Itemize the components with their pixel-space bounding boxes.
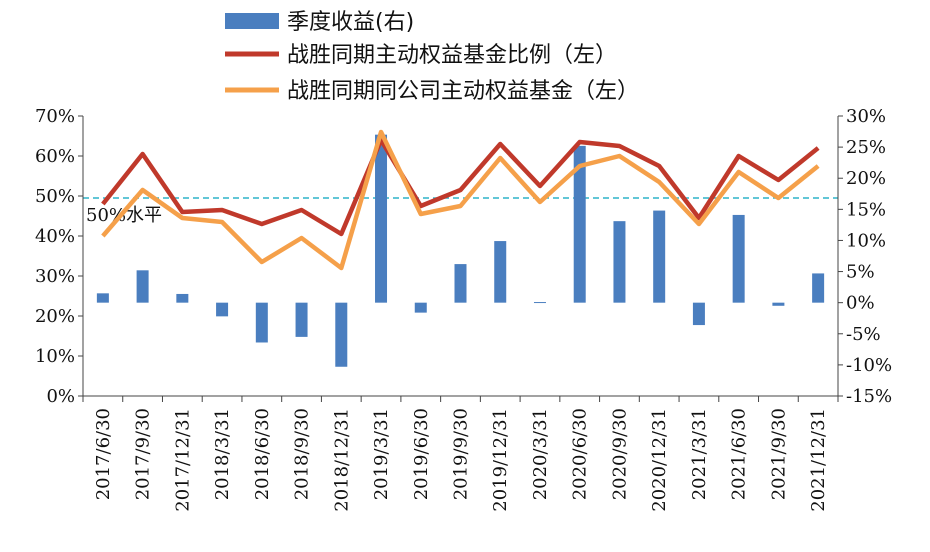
bar-2020/12/31	[653, 210, 666, 303]
left-tick-label: 20%	[35, 306, 75, 327]
bar-2021/6/30	[732, 214, 745, 303]
bar-2017/6/30	[96, 293, 109, 303]
x-tick-label: 2019/9/30	[451, 408, 472, 500]
bar-2018/6/30	[255, 302, 268, 343]
x-tick-label: 2017/9/30	[133, 408, 154, 500]
line-series-beat-all-active-equity	[101, 137, 820, 237]
right-tick-label: -5%	[846, 324, 881, 345]
bar-2019/12/31	[494, 241, 507, 303]
legend-label: 战胜同期主动权益基金比例（左）	[287, 43, 617, 68]
x-tick-label: 2018/9/30	[292, 408, 313, 500]
x-tick-label: 2019/6/30	[411, 408, 432, 500]
axes: 0% 10% 20% 30% 40% 50% 60% 70% -15% -10% -5% 0% 5% 10…	[35, 106, 892, 512]
bar-2017/12/31	[176, 293, 189, 303]
left-tick-label: 0%	[46, 386, 75, 407]
x-tick-label: 2017/12/31	[172, 408, 193, 512]
bar-2021/12/31	[812, 273, 825, 303]
x-tick-label: 2018/3/31	[212, 408, 233, 500]
bar-2020/9/30	[613, 221, 626, 303]
right-tick-label: 5%	[846, 262, 875, 283]
x-tick-label: 2020/3/31	[530, 408, 551, 500]
bar-2021/9/30	[772, 302, 785, 306]
left-tick-label: 70%	[35, 106, 75, 127]
left-tick-label: 10%	[35, 346, 75, 367]
reference-line-label: 50%水平	[86, 205, 162, 226]
bar-2021/3/31	[692, 302, 705, 326]
chart-legend: 季度收益(右) 战胜同期主动权益基金比例（左） 战胜同期同公司主动权益基金（左）	[225, 10, 639, 104]
x-tick-label: 2021/3/31	[689, 408, 710, 500]
bar-2018/3/31	[216, 302, 229, 317]
x-tick-label: 2018/6/30	[252, 408, 273, 500]
right-tick-label: 0%	[846, 293, 875, 314]
x-tick-label: 2020/12/31	[649, 408, 670, 512]
left-tick-label: 50%	[35, 186, 75, 207]
legend-swatch-bar	[225, 13, 279, 29]
bar-2020/3/31	[533, 302, 546, 304]
line-series-beat-same-company	[101, 129, 820, 271]
left-tick-label: 40%	[35, 226, 75, 247]
x-tick-label: 2020/9/30	[609, 408, 630, 500]
right-tick-label: 15%	[846, 199, 886, 220]
left-tick-label: 60%	[35, 146, 75, 167]
bar-2019/6/30	[414, 302, 427, 313]
right-tick-label: 30%	[846, 106, 886, 127]
left-tick-label: 30%	[35, 266, 75, 287]
x-tick-label: 2017/6/30	[93, 408, 114, 500]
bar-2018/12/31	[335, 302, 348, 367]
legend-label: 战胜同期同公司主动权益基金（左）	[287, 79, 639, 104]
bar-2019/3/31	[375, 134, 388, 303]
bar-2017/9/30	[136, 270, 149, 303]
legend-label: 季度收益(右)	[287, 10, 414, 35]
right-tick-label: -10%	[846, 355, 892, 376]
x-tick-label: 2020/6/30	[570, 408, 591, 500]
reference-line-layer: 50%水平	[83, 197, 838, 226]
x-tick-label: 2019/12/31	[490, 408, 511, 512]
right-tick-label: 10%	[846, 230, 886, 251]
x-tick-label: 2019/3/31	[371, 408, 392, 500]
line-series-layer	[101, 129, 820, 271]
x-tick-label: 2021/12/31	[808, 408, 829, 512]
x-tick-label: 2021/6/30	[729, 408, 750, 500]
bar-2019/9/30	[454, 264, 467, 303]
x-tick-label: 2021/9/30	[768, 408, 789, 500]
right-tick-label: 20%	[846, 168, 886, 189]
bar-series-layer	[96, 134, 825, 367]
x-tick-label: 2018/12/31	[331, 408, 352, 512]
bar-2020/6/30	[573, 145, 586, 303]
bar-2018/9/30	[295, 302, 308, 337]
right-tick-label: 25%	[846, 137, 886, 158]
right-tick-label: -15%	[846, 386, 892, 407]
